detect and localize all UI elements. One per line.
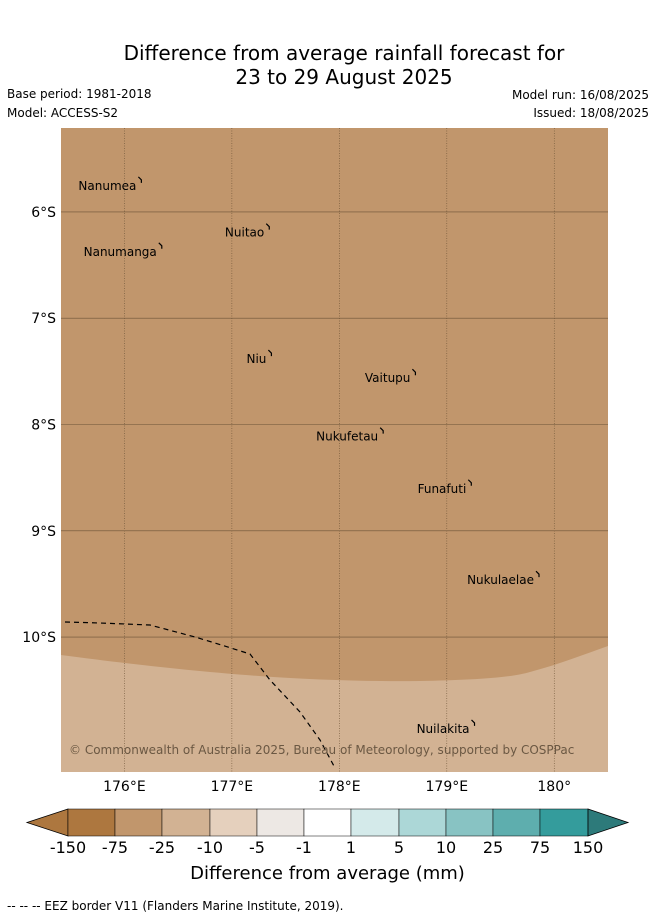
island-label: Niu — [246, 352, 266, 366]
island-outline — [137, 176, 142, 183]
island-label: Nukulaelae — [467, 573, 534, 587]
lon-tick-label: 178°E — [318, 779, 361, 795]
colorbar-swatch — [256, 808, 305, 837]
colorbar-extend-low — [25, 808, 69, 837]
colorbar-swatch — [539, 808, 589, 837]
anomaly-region-dry — [61, 128, 608, 772]
colorbar-swatch — [161, 808, 211, 837]
colorbar-tick-label: 10 — [435, 838, 457, 857]
base-period: Base period: 1981-2018 — [7, 87, 152, 101]
island-outline — [471, 719, 476, 726]
lat-tick-label: 8°S — [31, 417, 56, 433]
island-outline — [535, 570, 540, 578]
map-background — [61, 128, 608, 772]
model-name: Model: ACCESS-S2 — [7, 106, 119, 120]
island-outline — [158, 242, 163, 249]
island-label: Nanumea — [78, 179, 136, 193]
island-outline — [267, 349, 273, 357]
island-label: Nanumanga — [84, 245, 157, 259]
lat-tick-label: 9°S — [31, 524, 56, 540]
island-outline — [379, 427, 384, 434]
colorbar-swatch — [398, 808, 447, 837]
chart-title-line1: Difference from average rainfall forecas… — [123, 41, 565, 65]
anomaly-region-moderate — [61, 646, 608, 772]
island-outline — [411, 368, 417, 376]
lat-tick-label: 10°S — [22, 630, 56, 646]
model-run: Model run: 16/08/2025 — [511, 88, 649, 102]
axis-ticks: 176°E 177°E 178°E 179°E 180° 6°S 7°S 8°S 9°S 10°S — [22, 205, 571, 795]
colorbar-swatch — [445, 808, 494, 837]
colorbar-swatch — [303, 808, 352, 837]
island-outline — [265, 223, 270, 230]
island-label: Vaitupu — [365, 371, 411, 385]
colorbar-tick-label: -150 — [49, 838, 87, 857]
colorbar-swatch — [209, 808, 258, 837]
lon-tick-label: 176°E — [103, 779, 146, 795]
colorbar-swatch — [492, 808, 541, 837]
island-label: Nuilakita — [417, 722, 470, 736]
lon-tick-label: 180° — [537, 779, 571, 795]
island-outline — [467, 479, 472, 486]
island-label: Funafuti — [418, 482, 467, 496]
gridlines — [61, 128, 608, 772]
colorbar-title: Difference from average (mm) — [190, 863, 465, 884]
island-layer: Nanumea Nuitao Nanumanga Niu Vaitupu Nukufeta… — [78, 176, 540, 736]
eez-border-line — [64, 621, 336, 769]
colorbar-swatch — [114, 808, 163, 837]
eez-legend: -- -- -- EEZ border V11 (Flanders Marine… — [7, 899, 344, 913]
island-label: Nukufetau — [316, 430, 378, 444]
island-label: Nuitao — [225, 226, 264, 240]
lat-tick-label: 7°S — [31, 311, 56, 327]
colorbar-tick-label: 25 — [482, 838, 504, 857]
colorbar — [25, 808, 630, 837]
colorbar-tick-label: 5 — [393, 838, 405, 857]
colorbar-tick-label: 75 — [529, 838, 551, 857]
lon-tick-label: 179°E — [426, 779, 469, 795]
colorbar-tick-label: -5 — [249, 838, 265, 857]
colorbar-tick-label: -25 — [148, 838, 176, 857]
colorbar-tick-label: -75 — [101, 838, 129, 857]
colorbar-tick-label: -10 — [196, 838, 224, 857]
colorbar-swatch — [350, 808, 400, 837]
lat-tick-label: 6°S — [31, 205, 56, 221]
colorbar-extend-high — [587, 808, 630, 837]
lon-tick-label: 177°E — [211, 779, 254, 795]
issued-date: Issued: 18/08/2025 — [533, 106, 649, 120]
colorbar-tick-label: 1 — [345, 838, 357, 857]
colorbar-tick-label: 150 — [572, 838, 604, 857]
copyright-text: © Commonwealth of Australia 2025, Bureau… — [69, 743, 574, 757]
chart-title-line2: 23 to 29 August 2025 — [235, 65, 453, 89]
colorbar-swatch — [67, 808, 116, 837]
colorbar-tick-label: -1 — [296, 838, 312, 857]
